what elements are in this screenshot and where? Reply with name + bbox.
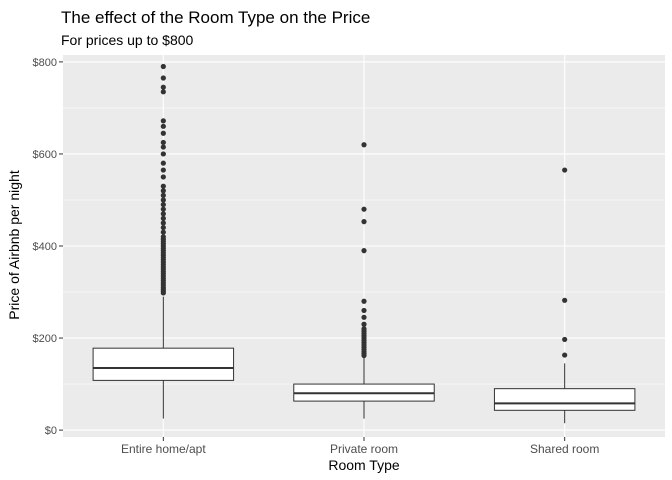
box-group bbox=[293, 142, 435, 419]
outlier-point bbox=[361, 314, 367, 320]
outlier-point bbox=[160, 206, 166, 212]
outlier-point bbox=[160, 160, 166, 166]
outlier-point bbox=[361, 206, 367, 212]
outlier-point bbox=[160, 215, 166, 221]
x-tick-label: Shared room bbox=[530, 442, 599, 456]
y-tick-label: $400 bbox=[33, 241, 57, 253]
outlier-point bbox=[361, 326, 367, 332]
chart-subtitle: For prices up to $800 bbox=[61, 32, 194, 48]
outlier-point bbox=[160, 192, 166, 198]
box-group bbox=[493, 167, 636, 424]
outlier-point bbox=[160, 229, 166, 235]
outlier-point bbox=[562, 167, 568, 173]
outlier-point bbox=[160, 220, 166, 226]
boxes-layer bbox=[92, 63, 636, 424]
outlier-point bbox=[160, 144, 166, 150]
outlier-point bbox=[160, 151, 166, 157]
outlier-point bbox=[160, 130, 166, 136]
outlier-point bbox=[160, 118, 166, 124]
box-group bbox=[92, 63, 235, 419]
outlier-point bbox=[160, 174, 166, 180]
outlier-point bbox=[562, 297, 568, 303]
outlier-point bbox=[562, 336, 568, 343]
y-axis-ticks: $0 $200 $400 $600 $800 bbox=[33, 57, 63, 437]
outlier-point bbox=[562, 352, 568, 358]
outlier-point bbox=[160, 123, 166, 129]
outlier-point bbox=[361, 321, 367, 327]
outlier-point bbox=[160, 197, 166, 203]
outlier-point bbox=[160, 234, 166, 240]
outlier-point bbox=[160, 89, 166, 95]
y-tick-label: $0 bbox=[45, 425, 57, 437]
y-tick-label: $200 bbox=[33, 333, 57, 345]
outlier-point bbox=[160, 183, 166, 189]
box-iqr bbox=[493, 388, 636, 411]
outlier-point bbox=[160, 201, 166, 208]
outlier-point bbox=[361, 298, 367, 304]
outlier-point bbox=[361, 307, 367, 314]
y-axis-title: Price of Airbnb per night bbox=[6, 170, 22, 320]
outlier-point bbox=[160, 139, 166, 146]
outlier-point bbox=[160, 188, 166, 194]
outlier-point bbox=[160, 211, 166, 217]
x-axis-ticks: Entire home/apt Private room Shared room bbox=[121, 437, 599, 456]
outlier-point bbox=[160, 224, 166, 231]
outlier-point bbox=[160, 75, 166, 81]
outlier-point bbox=[160, 84, 166, 90]
outlier-point bbox=[361, 142, 367, 148]
x-tick-label: Entire home/apt bbox=[121, 442, 206, 456]
outlier-point bbox=[361, 248, 367, 254]
outlier-point bbox=[160, 63, 166, 70]
y-tick-label: $800 bbox=[33, 57, 57, 69]
y-tick-label: $600 bbox=[33, 149, 57, 161]
outlier-point bbox=[361, 219, 367, 225]
box-iqr bbox=[92, 347, 235, 381]
x-axis-title: Room Type bbox=[328, 457, 400, 473]
outlier-point bbox=[160, 167, 166, 173]
x-tick-label: Private room bbox=[330, 442, 398, 456]
chart-title: The effect of the Room Type on the Price bbox=[61, 8, 370, 27]
